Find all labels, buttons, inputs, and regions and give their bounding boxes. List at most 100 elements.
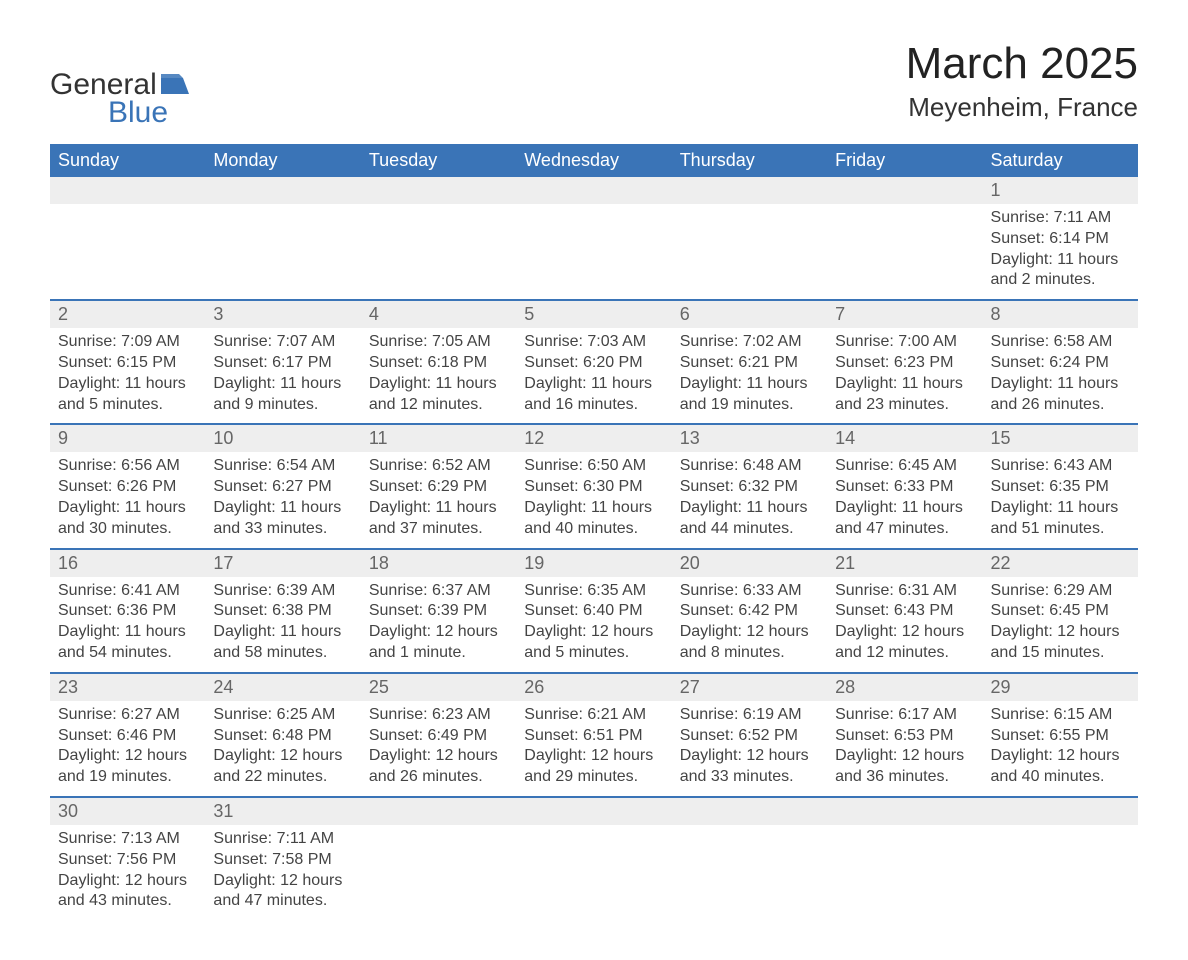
day-number-cell: 24 <box>205 673 360 701</box>
day-detail-cell: Sunrise: 6:41 AMSunset: 6:36 PMDaylight:… <box>50 577 205 673</box>
day-number-cell <box>516 177 671 204</box>
sunset-line: Sunset: 6:32 PM <box>680 477 819 498</box>
day-number-cell: 21 <box>827 549 982 577</box>
day-number-cell: 10 <box>205 424 360 452</box>
day-detail-cell: Sunrise: 6:17 AMSunset: 6:53 PMDaylight:… <box>827 701 982 797</box>
day-detail-cell: Sunrise: 6:54 AMSunset: 6:27 PMDaylight:… <box>205 452 360 548</box>
day-number-row: 9101112131415 <box>50 424 1138 452</box>
day-detail-row: Sunrise: 6:41 AMSunset: 6:36 PMDaylight:… <box>50 577 1138 673</box>
day-detail-row: Sunrise: 7:09 AMSunset: 6:15 PMDaylight:… <box>50 328 1138 424</box>
sunrise-line: Sunrise: 6:52 AM <box>369 456 508 477</box>
weekday-header: Tuesday <box>361 144 516 177</box>
day-number-cell: 23 <box>50 673 205 701</box>
day-detail-cell: Sunrise: 6:45 AMSunset: 6:33 PMDaylight:… <box>827 452 982 548</box>
sunrise-line: Sunrise: 6:37 AM <box>369 581 508 602</box>
day-detail-cell: Sunrise: 6:48 AMSunset: 6:32 PMDaylight:… <box>672 452 827 548</box>
day-number-cell: 17 <box>205 549 360 577</box>
day-number-cell <box>50 177 205 204</box>
daylight-line: Daylight: 11 hours and 26 minutes. <box>991 374 1130 416</box>
sunset-line: Sunset: 6:20 PM <box>524 353 663 374</box>
daylight-line: Daylight: 11 hours and 5 minutes. <box>58 374 197 416</box>
day-number-cell: 16 <box>50 549 205 577</box>
sunset-line: Sunset: 6:23 PM <box>835 353 974 374</box>
sunset-line: Sunset: 6:45 PM <box>991 601 1130 622</box>
sunrise-line: Sunrise: 6:17 AM <box>835 705 974 726</box>
daylight-line: Daylight: 12 hours and 26 minutes. <box>369 746 508 788</box>
day-detail-cell: Sunrise: 6:52 AMSunset: 6:29 PMDaylight:… <box>361 452 516 548</box>
daylight-line: Daylight: 11 hours and 23 minutes. <box>835 374 974 416</box>
day-number-cell: 6 <box>672 300 827 328</box>
day-detail-cell: Sunrise: 7:13 AMSunset: 7:56 PMDaylight:… <box>50 825 205 920</box>
sunrise-line: Sunrise: 7:13 AM <box>58 829 197 850</box>
sunrise-line: Sunrise: 6:41 AM <box>58 581 197 602</box>
day-number-cell: 5 <box>516 300 671 328</box>
day-number-row: 23242526272829 <box>50 673 1138 701</box>
daylight-line: Daylight: 12 hours and 8 minutes. <box>680 622 819 664</box>
day-detail-cell: Sunrise: 6:19 AMSunset: 6:52 PMDaylight:… <box>672 701 827 797</box>
day-number-cell <box>516 797 671 825</box>
sunset-line: Sunset: 6:55 PM <box>991 726 1130 747</box>
sunrise-line: Sunrise: 6:35 AM <box>524 581 663 602</box>
sunset-line: Sunset: 6:15 PM <box>58 353 197 374</box>
day-number-cell: 3 <box>205 300 360 328</box>
day-number-cell <box>672 177 827 204</box>
day-detail-cell: Sunrise: 6:43 AMSunset: 6:35 PMDaylight:… <box>983 452 1138 548</box>
day-number-cell: 18 <box>361 549 516 577</box>
sunset-line: Sunset: 6:17 PM <box>213 353 352 374</box>
day-detail-cell: Sunrise: 7:11 AMSunset: 7:58 PMDaylight:… <box>205 825 360 920</box>
day-detail-cell: Sunrise: 6:21 AMSunset: 6:51 PMDaylight:… <box>516 701 671 797</box>
sunset-line: Sunset: 6:29 PM <box>369 477 508 498</box>
sunrise-line: Sunrise: 6:48 AM <box>680 456 819 477</box>
daylight-line: Daylight: 12 hours and 29 minutes. <box>524 746 663 788</box>
sunset-line: Sunset: 6:35 PM <box>991 477 1130 498</box>
logo: General Blue <box>50 40 189 130</box>
logo-text-blue: Blue <box>108 96 168 130</box>
day-detail-cell: Sunrise: 7:09 AMSunset: 6:15 PMDaylight:… <box>50 328 205 424</box>
day-detail-row: Sunrise: 7:13 AMSunset: 7:56 PMDaylight:… <box>50 825 1138 920</box>
day-detail-cell <box>983 825 1138 920</box>
daylight-line: Daylight: 11 hours and 33 minutes. <box>213 498 352 540</box>
day-number-cell: 12 <box>516 424 671 452</box>
day-detail-cell: Sunrise: 6:58 AMSunset: 6:24 PMDaylight:… <box>983 328 1138 424</box>
sunset-line: Sunset: 6:42 PM <box>680 601 819 622</box>
daylight-line: Daylight: 11 hours and 2 minutes. <box>991 250 1130 292</box>
daylight-line: Daylight: 12 hours and 43 minutes. <box>58 871 197 913</box>
sunrise-line: Sunrise: 6:25 AM <box>213 705 352 726</box>
day-detail-cell: Sunrise: 7:11 AMSunset: 6:14 PMDaylight:… <box>983 204 1138 300</box>
day-number-cell: 11 <box>361 424 516 452</box>
day-detail-cell: Sunrise: 6:31 AMSunset: 6:43 PMDaylight:… <box>827 577 982 673</box>
day-number-cell: 19 <box>516 549 671 577</box>
sunrise-line: Sunrise: 6:54 AM <box>213 456 352 477</box>
day-number-cell: 30 <box>50 797 205 825</box>
location: Meyenheim, France <box>906 92 1138 123</box>
month-title: March 2025 <box>906 40 1138 88</box>
sunrise-line: Sunrise: 6:33 AM <box>680 581 819 602</box>
day-number-cell: 28 <box>827 673 982 701</box>
sunset-line: Sunset: 6:26 PM <box>58 477 197 498</box>
daylight-line: Daylight: 12 hours and 19 minutes. <box>58 746 197 788</box>
day-detail-cell: Sunrise: 7:03 AMSunset: 6:20 PMDaylight:… <box>516 328 671 424</box>
day-number-row: 1 <box>50 177 1138 204</box>
daylight-line: Daylight: 12 hours and 5 minutes. <box>524 622 663 664</box>
daylight-line: Daylight: 11 hours and 47 minutes. <box>835 498 974 540</box>
day-detail-cell: Sunrise: 6:25 AMSunset: 6:48 PMDaylight:… <box>205 701 360 797</box>
sunrise-line: Sunrise: 6:31 AM <box>835 581 974 602</box>
day-number-cell: 22 <box>983 549 1138 577</box>
sunrise-line: Sunrise: 6:21 AM <box>524 705 663 726</box>
weekday-header: Sunday <box>50 144 205 177</box>
weekday-header: Saturday <box>983 144 1138 177</box>
sunset-line: Sunset: 6:24 PM <box>991 353 1130 374</box>
weekday-header: Monday <box>205 144 360 177</box>
day-detail-cell: Sunrise: 6:50 AMSunset: 6:30 PMDaylight:… <box>516 452 671 548</box>
day-number-cell: 29 <box>983 673 1138 701</box>
day-number-row: 2345678 <box>50 300 1138 328</box>
day-detail-cell: Sunrise: 6:15 AMSunset: 6:55 PMDaylight:… <box>983 701 1138 797</box>
sunset-line: Sunset: 6:38 PM <box>213 601 352 622</box>
sunset-line: Sunset: 6:27 PM <box>213 477 352 498</box>
sunset-line: Sunset: 6:14 PM <box>991 229 1130 250</box>
day-number-cell: 7 <box>827 300 982 328</box>
sunrise-line: Sunrise: 7:05 AM <box>369 332 508 353</box>
day-detail-cell <box>205 204 360 300</box>
sunrise-line: Sunrise: 6:23 AM <box>369 705 508 726</box>
day-detail-cell <box>516 825 671 920</box>
